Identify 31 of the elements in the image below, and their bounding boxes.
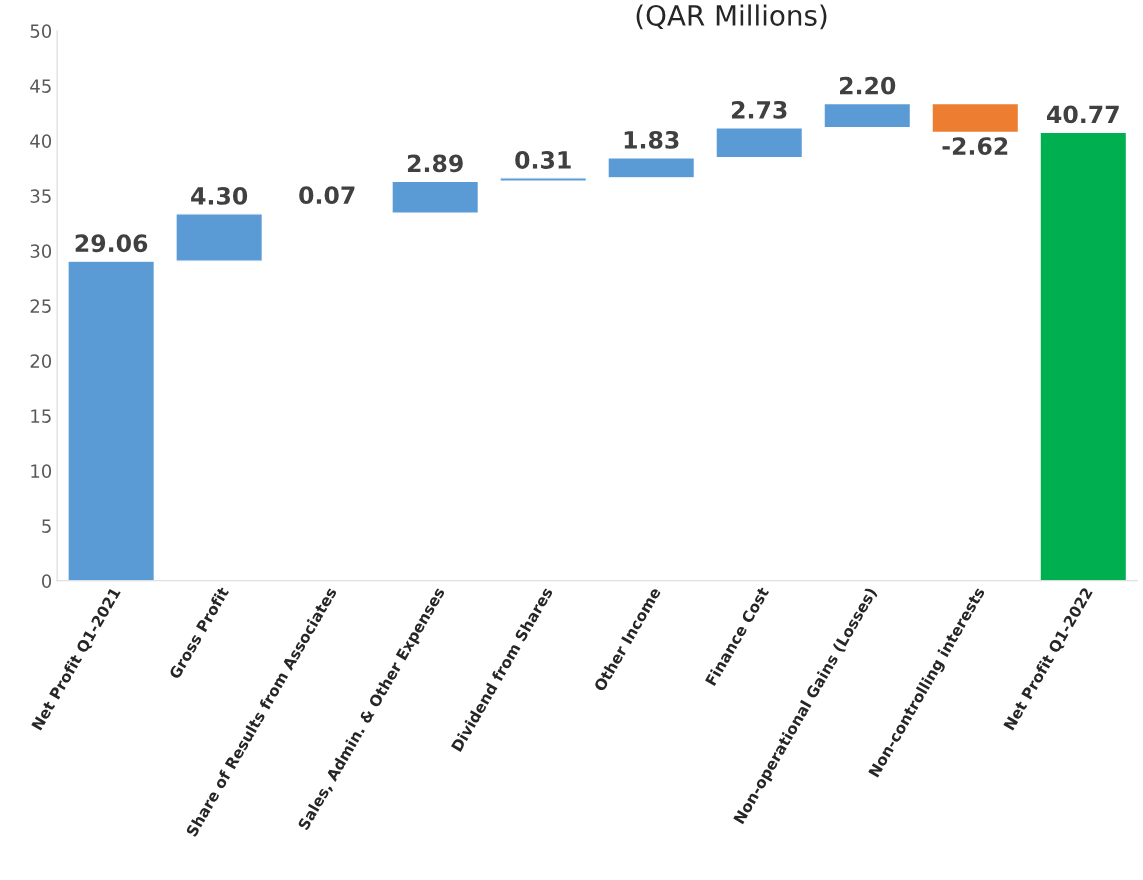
bar bbox=[1039, 131, 1128, 581]
data-label: 0.07 bbox=[299, 186, 355, 205]
data-label: 2.20 bbox=[839, 76, 896, 95]
chart-title: (QAR Millions) bbox=[636, 4, 827, 30]
bar bbox=[391, 180, 480, 214]
y-tick-label: 35 bbox=[30, 189, 51, 203]
y-tick-label: 40 bbox=[30, 134, 52, 148]
data-label: 1.83 bbox=[624, 130, 679, 149]
y-tick-label: 50 bbox=[30, 24, 52, 38]
y-tick-label: 45 bbox=[30, 79, 51, 93]
data-label: 2.73 bbox=[731, 100, 787, 119]
y-tick-label: 15 bbox=[31, 409, 51, 423]
y-tick-label: 0 bbox=[41, 574, 52, 588]
data-label: 29.06 bbox=[75, 234, 148, 253]
data-label: 40.77 bbox=[1047, 105, 1119, 124]
y-tick-label: 10 bbox=[31, 464, 52, 478]
data-label: 4.30 bbox=[191, 187, 248, 205]
bar bbox=[823, 102, 912, 129]
bar bbox=[931, 102, 1020, 134]
bar bbox=[175, 213, 264, 262]
data-label: 2.89 bbox=[407, 154, 463, 173]
y-tick-label: 5 bbox=[42, 519, 51, 533]
data-label: 0.31 bbox=[515, 151, 571, 169]
y-tick-label: 25 bbox=[30, 299, 51, 313]
data-label: -2.62 bbox=[942, 137, 1008, 156]
bar bbox=[607, 157, 696, 179]
bar bbox=[67, 260, 156, 581]
bar bbox=[715, 127, 804, 159]
bar bbox=[499, 177, 588, 182]
y-tick-label: 30 bbox=[30, 244, 52, 258]
y-tick-label: 20 bbox=[30, 354, 52, 368]
